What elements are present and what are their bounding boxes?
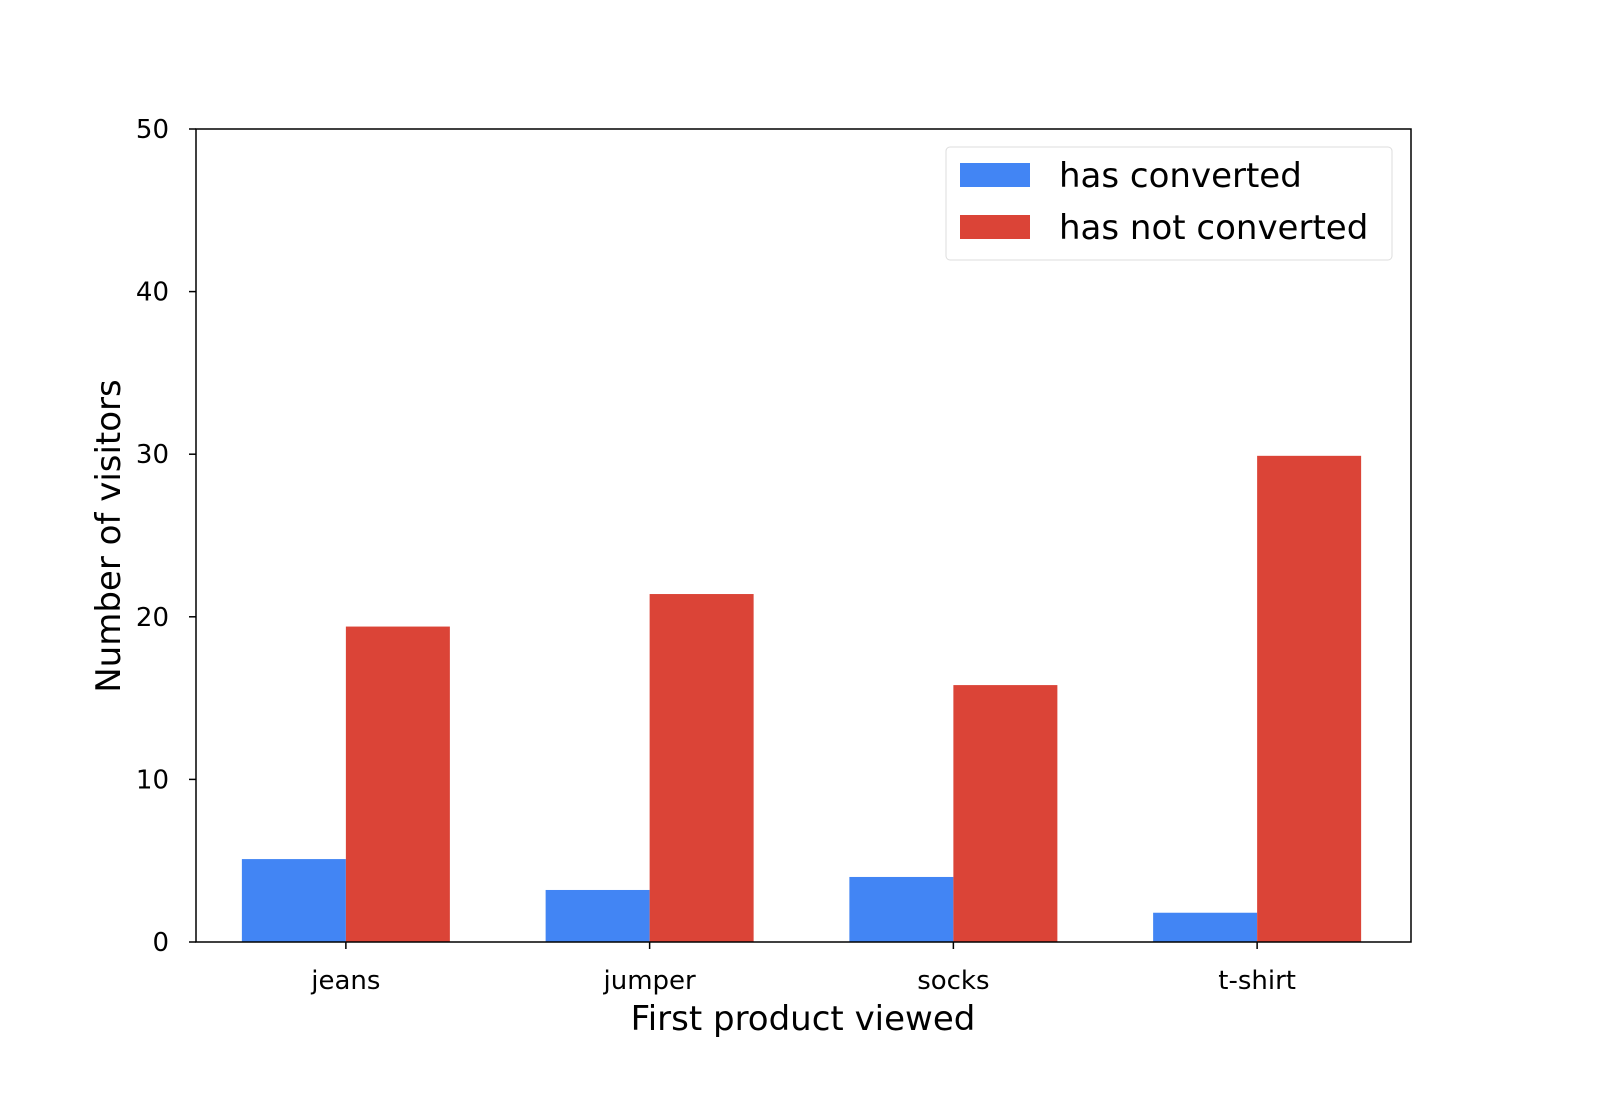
bar-socks-has-converted (849, 876, 954, 942)
bar-socks-has-not-converted (953, 685, 1058, 942)
bar-jumper-has-converted (545, 889, 650, 942)
x-tick-label: jumper (603, 966, 697, 996)
x-tick-label: socks (917, 966, 989, 996)
y-tick-label: 50 (136, 115, 169, 145)
y-axis-label: Number of visitors (89, 379, 129, 693)
bar-jeans-has-converted (241, 859, 346, 942)
y-tick-label: 30 (136, 440, 169, 470)
legend-swatch-has-not-converted (960, 215, 1030, 239)
y-tick-label: 10 (136, 765, 169, 795)
bar-jumper-has-not-converted (649, 594, 754, 942)
legend-label-has-converted: has converted (1059, 156, 1302, 196)
y-tick-label: 40 (136, 278, 169, 308)
y-tick-label: 0 (152, 928, 169, 958)
bar-t-shirt-has-not-converted (1257, 455, 1362, 942)
legend-swatch-has-converted (960, 163, 1030, 187)
legend: has converted has not converted (945, 146, 1393, 261)
x-axis-label: First product viewed (631, 999, 976, 1039)
x-tick-label: t-shirt (1218, 966, 1296, 996)
plot-frame (195, 128, 1412, 943)
bar-jeans-has-not-converted (345, 626, 450, 942)
y-tick-label: 20 (136, 603, 169, 633)
x-tick-label: jeans (310, 966, 380, 996)
bar-t-shirt-has-converted (1153, 912, 1258, 942)
legend-label-has-not-converted: has not converted (1059, 208, 1368, 248)
legend-box (945, 146, 1393, 261)
